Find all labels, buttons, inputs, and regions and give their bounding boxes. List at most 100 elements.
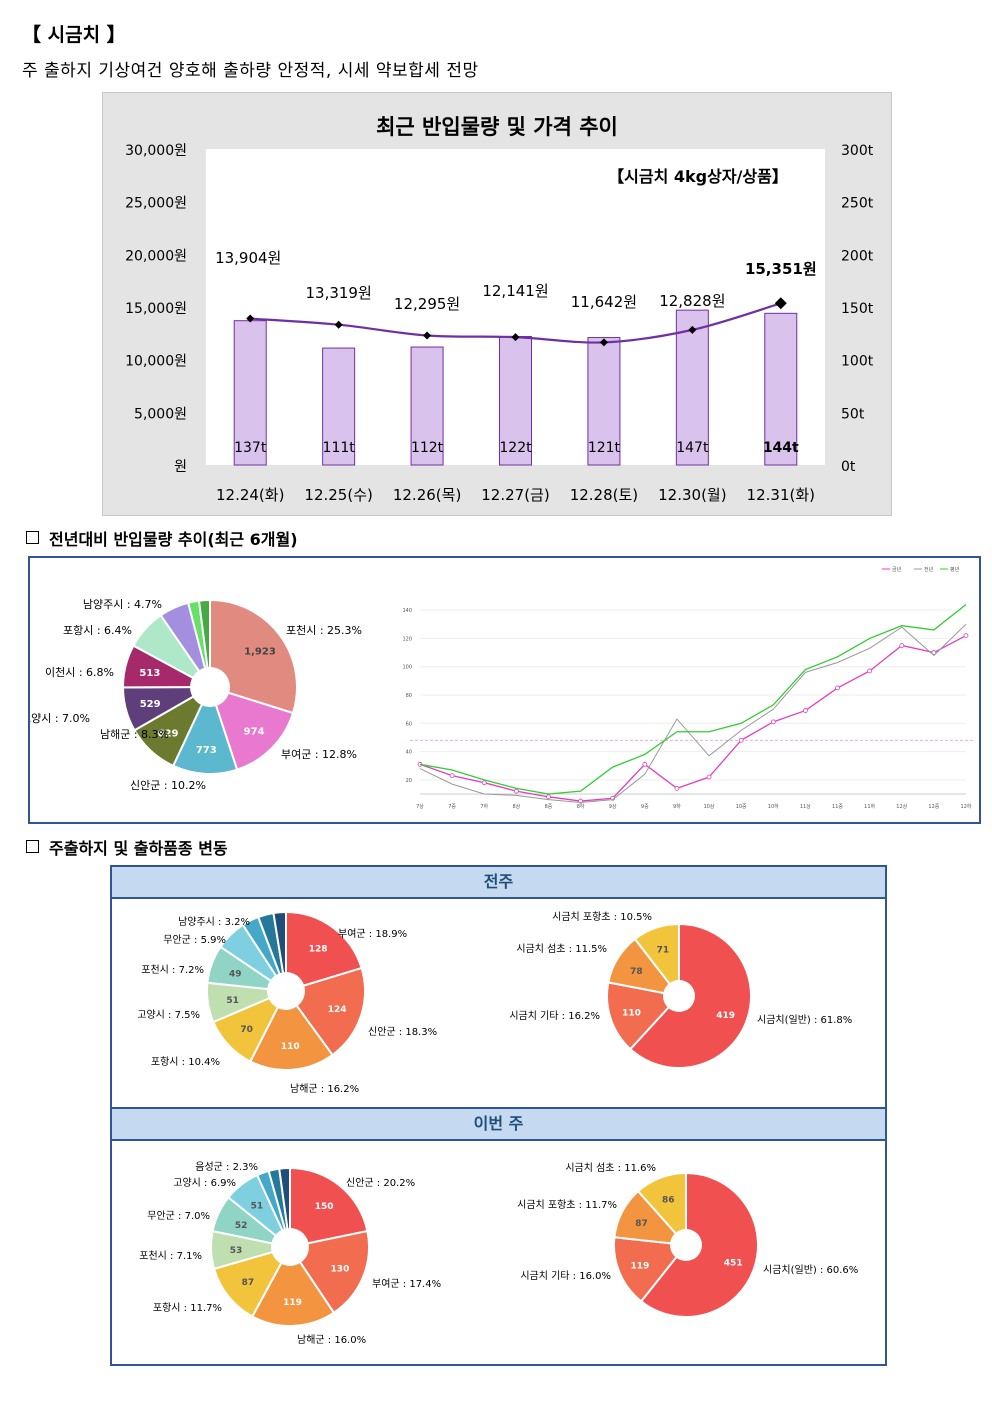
x-tick-label: 10중 (736, 804, 747, 810)
legend-label: 평년 (950, 566, 960, 573)
pie-hole (670, 1229, 702, 1261)
x-tick-label: 12.26(목) (393, 486, 461, 504)
pie-category-label: 남해군 : 16.2% (290, 1082, 359, 1095)
x-tick-label: 9하 (673, 803, 681, 810)
prev-week-variety-pie: 419 110 78 71 시금치(일반) : 61.8% 시금치 기타 : 16.2% 시… (509, 911, 852, 1069)
series-marker (803, 708, 808, 713)
volume-bar (675, 309, 709, 466)
pie-value-label: 513 (139, 668, 160, 679)
yearly-panel: 1,923 974 773 629 529 513 포천시 : 25.3% 부여군 : 12.… (28, 556, 981, 824)
pie-value-label: 71 (657, 946, 670, 956)
pie-value-label: 87 (635, 1219, 648, 1229)
pie-category-label: 부여군 : 17.4% (372, 1278, 441, 1290)
right-axis-tick: 0t (841, 459, 856, 475)
series-marker (642, 761, 648, 767)
x-tick-label: 12상 (896, 803, 907, 810)
this-week-variety-pie: 451 119 87 86 시금치(일반) : 60.6% 시금치 기타 : 16.0% 시… (517, 1162, 858, 1318)
pie-category-label: 시금치 섬초 : 11.6% (565, 1162, 656, 1174)
pie-value-label: 124 (328, 1005, 347, 1015)
pie-value-label: 70 (240, 1025, 253, 1035)
section-heading-text: 주출하지 및 출하품종 변동 (49, 839, 228, 858)
pie-value-label: 51 (226, 996, 239, 1006)
price-label: 12,141원 (482, 282, 548, 300)
pie-slice (289, 1166, 369, 1249)
y-tick-label: 80 (406, 693, 412, 699)
pie-value-label: 1,923 (244, 646, 276, 657)
price-label: 12,828원 (659, 292, 725, 310)
series-marker (674, 785, 680, 791)
prev-week-region-pie: 128 124 110 70 51 49 부여군 : 18.9% 신안군 : 18.3% 남해군… (137, 910, 437, 1095)
pie-category-label: 음성군 : 2.3% (195, 1161, 258, 1173)
y-tick-label: 100 (402, 665, 412, 671)
pie-value-label: 51 (251, 1201, 264, 1211)
pie-value-label: 419 (716, 1011, 735, 1021)
pie-slice (272, 910, 287, 992)
yearly-trend-line-chart: 140 120 100 80 60 40 20 7상 7중 7하 8상 8중 8하 9상 9중 9하 10상 10… (402, 566, 974, 810)
pie-value-label: 451 (724, 1258, 743, 1268)
series-marker (706, 774, 712, 780)
x-tick-label: 7하 (480, 803, 488, 810)
page-title: 【 시금치 】 (22, 24, 126, 46)
pie-hole (267, 972, 305, 1010)
volume-bar (499, 335, 532, 466)
pie-value-label: 629 (158, 729, 179, 740)
volume-label: 121t (588, 440, 621, 456)
volume-label: 112t (411, 440, 444, 456)
price-label: 11,642원 (571, 293, 637, 311)
pie-slice (278, 1166, 291, 1248)
pie-category-label: 신안군 : 10.2% (130, 779, 206, 792)
price-marker (688, 325, 697, 334)
pie-category-label: 포항시 : 10.4% (151, 1056, 220, 1068)
pie-category-label: 고양시 : 7.5% (137, 1009, 200, 1021)
series-marker (835, 685, 840, 691)
pie-value-label: 78 (630, 967, 643, 977)
series-marker (481, 780, 487, 786)
pie-category-label: 부여군 : 18.9% (338, 928, 407, 940)
pie-slice (606, 981, 681, 1051)
volume-bar (587, 337, 621, 466)
x-tick-label: 11상 (800, 803, 811, 810)
pie-category-label: 고양시 : 7.0% (30, 712, 90, 725)
pie-category-label: 시금치 포항초 : 11.7% (517, 1199, 617, 1211)
chart-annotation: 【시금치 4kg상자/상품】 (608, 167, 788, 186)
pie-category-label: 포항시 : 6.4% (63, 624, 132, 637)
pie-slice (613, 1236, 688, 1303)
x-tick-label: 12.28(토) (570, 486, 638, 504)
volume-label: 144t (763, 440, 799, 456)
price-marker (423, 331, 432, 340)
band-this-week: 이번 주 (112, 1107, 885, 1141)
series-marker (931, 650, 937, 655)
pie-slice (250, 1245, 336, 1327)
pie-slice (171, 684, 239, 775)
volume-bar (233, 320, 267, 466)
series-marker (899, 643, 905, 648)
pie-slice (209, 598, 298, 715)
pie-category-label: 시금치(일반) : 61.8% (757, 1014, 852, 1026)
pie-hole (190, 667, 230, 707)
right-axis-tick: 100t (841, 354, 874, 370)
x-tick-label: 8중 (545, 804, 553, 810)
pie-category-label: 남양주시 : 3.2% (178, 916, 250, 928)
series-marker (738, 737, 744, 743)
x-tick-label: 12.31(화) (747, 486, 815, 504)
price-volume-chart: 최근 반입물량 및 가격 추이 【시금치 4kg상자/상품】 30,000원 25,0… (125, 115, 874, 504)
pie-category-label: 무안군 : 5.9% (163, 934, 226, 946)
pie-category-label: 시금치 기타 : 16.2% (509, 1010, 600, 1022)
series-line (419, 623, 967, 803)
pie-category-label: 포천시 : 7.1% (139, 1250, 202, 1262)
origins-panel: 전주 128 124 110 70 51 49 부여군 : 18.9% 신안군 : 18.3%… (110, 865, 887, 1366)
left-axis-tick: 원 (174, 459, 187, 475)
series-marker (546, 794, 551, 800)
price-marker (334, 320, 343, 329)
pie-value-label: 49 (229, 970, 242, 980)
pie-category-label: 신안군 : 18.3% (368, 1026, 437, 1038)
pie-slice (633, 922, 680, 999)
pie-value-label: 130 (331, 1265, 350, 1275)
volume-bar (764, 312, 798, 466)
y-tick-label: 120 (402, 636, 412, 642)
pie-category-label: 고양시 : 6.9% (173, 1177, 236, 1189)
price-marker (774, 297, 787, 310)
pie-value-label: 110 (281, 1042, 300, 1052)
pie-value-label: 974 (244, 727, 265, 738)
price-label: 15,351원 (745, 260, 817, 278)
